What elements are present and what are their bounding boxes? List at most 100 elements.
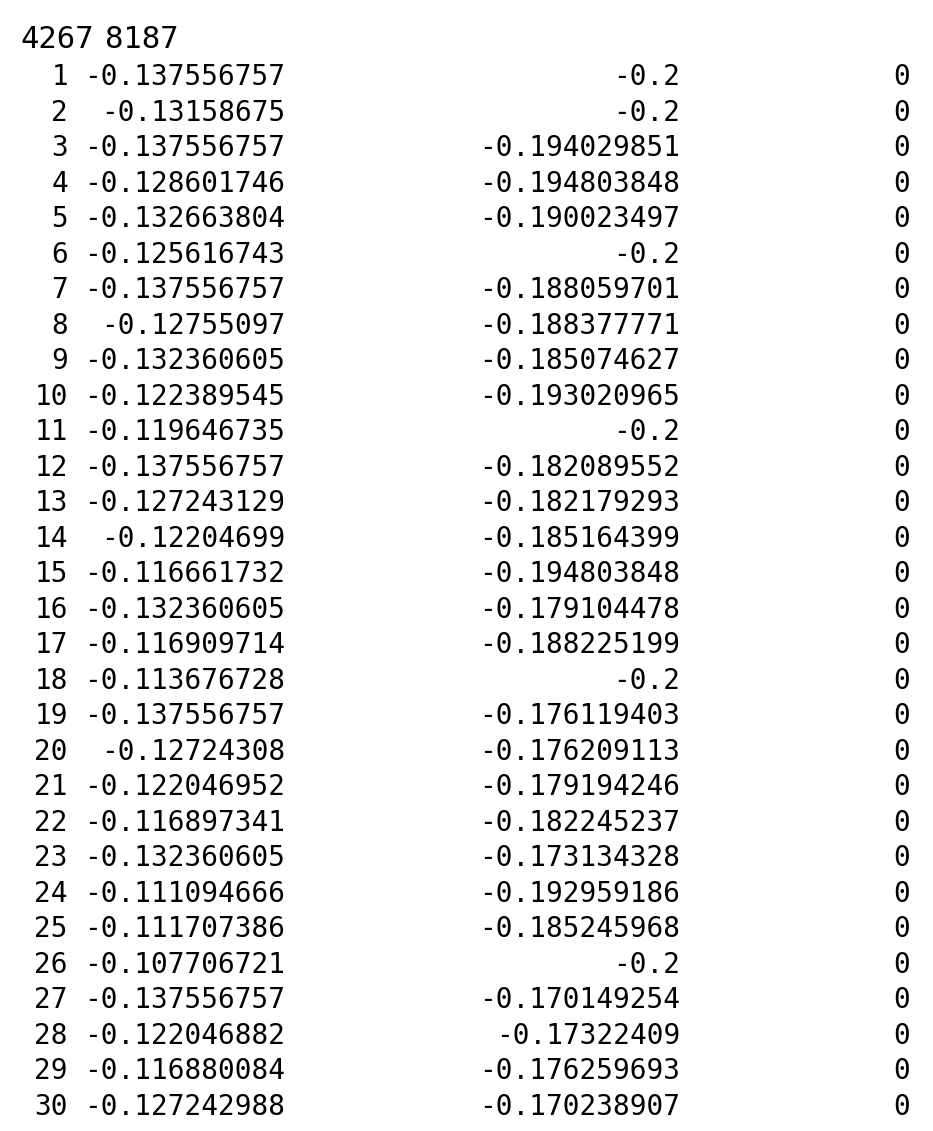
Text: 12: 12 xyxy=(35,454,68,482)
Text: 26: 26 xyxy=(35,951,68,978)
Text: -0.127243129: -0.127243129 xyxy=(84,490,285,517)
Text: 0: 0 xyxy=(893,631,910,659)
Text: 0: 0 xyxy=(893,98,910,127)
Text: -0.182245237: -0.182245237 xyxy=(479,809,680,837)
Text: 8187: 8187 xyxy=(105,26,178,54)
Text: -0.137556757: -0.137556757 xyxy=(84,454,285,482)
Text: 24: 24 xyxy=(35,880,68,908)
Text: 0: 0 xyxy=(893,702,910,731)
Text: -0.122389545: -0.122389545 xyxy=(84,382,285,411)
Text: -0.132360605: -0.132360605 xyxy=(84,596,285,624)
Text: 0: 0 xyxy=(893,560,910,588)
Text: 0: 0 xyxy=(893,737,910,766)
Text: 0: 0 xyxy=(893,809,910,837)
Text: 28: 28 xyxy=(35,1021,68,1050)
Text: 13: 13 xyxy=(35,490,68,517)
Text: -0.111707386: -0.111707386 xyxy=(84,915,285,943)
Text: 0: 0 xyxy=(893,667,910,694)
Text: 25: 25 xyxy=(35,915,68,943)
Text: -0.2: -0.2 xyxy=(613,418,680,447)
Text: 0: 0 xyxy=(893,986,910,1015)
Text: -0.111094666: -0.111094666 xyxy=(84,880,285,908)
Text: 29: 29 xyxy=(35,1057,68,1086)
Text: 0: 0 xyxy=(893,347,910,375)
Text: -0.2: -0.2 xyxy=(613,98,680,127)
Text: 2: 2 xyxy=(51,98,68,127)
Text: 0: 0 xyxy=(893,490,910,517)
Text: 10: 10 xyxy=(35,382,68,411)
Text: -0.17322409: -0.17322409 xyxy=(495,1021,680,1050)
Text: 0: 0 xyxy=(893,241,910,269)
Text: -0.179104478: -0.179104478 xyxy=(479,596,680,624)
Text: -0.137556757: -0.137556757 xyxy=(84,63,285,92)
Text: -0.122046952: -0.122046952 xyxy=(84,774,285,801)
Text: -0.190023497: -0.190023497 xyxy=(479,205,680,233)
Text: 8: 8 xyxy=(51,312,68,339)
Text: -0.176259693: -0.176259693 xyxy=(479,1057,680,1086)
Text: 0: 0 xyxy=(893,596,910,624)
Text: 22: 22 xyxy=(35,809,68,837)
Text: 4267: 4267 xyxy=(20,26,93,54)
Text: -0.194803848: -0.194803848 xyxy=(479,170,680,198)
Text: 0: 0 xyxy=(893,382,910,411)
Text: 0: 0 xyxy=(893,205,910,233)
Text: -0.12724308: -0.12724308 xyxy=(101,737,285,766)
Text: -0.179194246: -0.179194246 xyxy=(479,774,680,801)
Text: 0: 0 xyxy=(893,454,910,482)
Text: -0.173134328: -0.173134328 xyxy=(479,844,680,872)
Text: 16: 16 xyxy=(35,596,68,624)
Text: -0.2: -0.2 xyxy=(613,667,680,694)
Text: -0.188059701: -0.188059701 xyxy=(479,276,680,304)
Text: -0.137556757: -0.137556757 xyxy=(84,986,285,1015)
Text: -0.107706721: -0.107706721 xyxy=(84,951,285,978)
Text: -0.122046882: -0.122046882 xyxy=(84,1021,285,1050)
Text: -0.137556757: -0.137556757 xyxy=(84,276,285,304)
Text: 0: 0 xyxy=(893,880,910,908)
Text: -0.192959186: -0.192959186 xyxy=(479,880,680,908)
Text: 18: 18 xyxy=(35,667,68,694)
Text: 27: 27 xyxy=(35,986,68,1015)
Text: 4: 4 xyxy=(51,170,68,198)
Text: -0.127242988: -0.127242988 xyxy=(84,1093,285,1121)
Text: 9: 9 xyxy=(51,347,68,375)
Text: 0: 0 xyxy=(893,1093,910,1121)
Text: 0: 0 xyxy=(893,276,910,304)
Text: 0: 0 xyxy=(893,312,910,339)
Text: 0: 0 xyxy=(893,63,910,92)
Text: 0: 0 xyxy=(893,1021,910,1050)
Text: -0.182179293: -0.182179293 xyxy=(479,490,680,517)
Text: -0.116661732: -0.116661732 xyxy=(84,560,285,588)
Text: 20: 20 xyxy=(35,737,68,766)
Text: -0.128601746: -0.128601746 xyxy=(84,170,285,198)
Text: 0: 0 xyxy=(893,1057,910,1086)
Text: -0.116909714: -0.116909714 xyxy=(84,631,285,659)
Text: -0.119646735: -0.119646735 xyxy=(84,418,285,447)
Text: -0.137556757: -0.137556757 xyxy=(84,702,285,731)
Text: 17: 17 xyxy=(35,631,68,659)
Text: 30: 30 xyxy=(35,1093,68,1121)
Text: 19: 19 xyxy=(35,702,68,731)
Text: 0: 0 xyxy=(893,135,910,162)
Text: -0.170149254: -0.170149254 xyxy=(479,986,680,1015)
Text: 3: 3 xyxy=(51,135,68,162)
Text: 0: 0 xyxy=(893,951,910,978)
Text: -0.137556757: -0.137556757 xyxy=(84,135,285,162)
Text: -0.132360605: -0.132360605 xyxy=(84,844,285,872)
Text: -0.12204699: -0.12204699 xyxy=(101,525,285,553)
Text: 0: 0 xyxy=(893,170,910,198)
Text: 6: 6 xyxy=(51,241,68,269)
Text: 21: 21 xyxy=(35,774,68,801)
Text: -0.116897341: -0.116897341 xyxy=(84,809,285,837)
Text: -0.185164399: -0.185164399 xyxy=(479,525,680,553)
Text: -0.113676728: -0.113676728 xyxy=(84,667,285,694)
Text: -0.170238907: -0.170238907 xyxy=(479,1093,680,1121)
Text: -0.194029851: -0.194029851 xyxy=(479,135,680,162)
Text: -0.116880084: -0.116880084 xyxy=(84,1057,285,1086)
Text: -0.176119403: -0.176119403 xyxy=(479,702,680,731)
Text: -0.12755097: -0.12755097 xyxy=(101,312,285,339)
Text: -0.185074627: -0.185074627 xyxy=(479,347,680,375)
Text: -0.176209113: -0.176209113 xyxy=(479,737,680,766)
Text: 23: 23 xyxy=(35,844,68,872)
Text: -0.2: -0.2 xyxy=(613,63,680,92)
Text: 5: 5 xyxy=(51,205,68,233)
